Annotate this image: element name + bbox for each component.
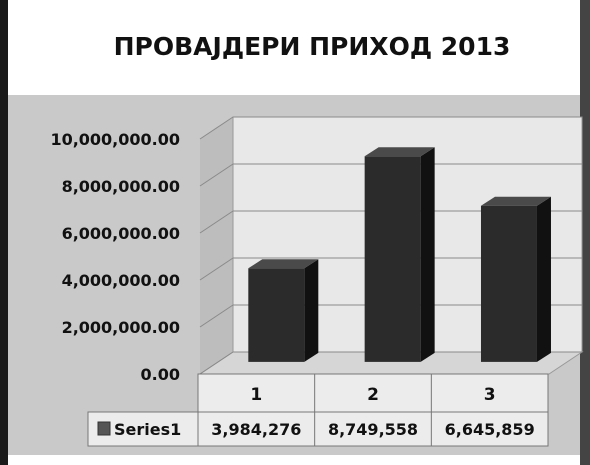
y-axis-ticks: 0.00 2,000,000.00 4,000,000.00 6,000,000.00… — [50, 130, 180, 384]
side-wall — [200, 117, 233, 374]
value-label: 8,749,558 — [328, 420, 418, 439]
right-border — [580, 0, 590, 465]
legend-label: Series1 — [114, 420, 181, 439]
y-tick-label: 4,000,000.00 — [62, 271, 180, 290]
bar-2 — [364, 147, 435, 362]
bar-top — [364, 147, 435, 157]
gridline-side — [199, 163, 234, 187]
bar-side — [536, 196, 551, 362]
y-tick-label: 6,000,000.00 — [62, 224, 180, 243]
value-label: 3,984,276 — [211, 420, 301, 439]
y-tick-label: 8,000,000.00 — [62, 177, 180, 196]
bar-1 — [248, 259, 319, 362]
y-tick-label: 2,000,000.00 — [62, 318, 180, 337]
category-label: 3 — [484, 385, 496, 405]
bar-front — [364, 156, 421, 362]
value-label: 6,645,859 — [445, 420, 535, 439]
bars-group — [248, 147, 551, 362]
y-tick-label: 10,000,000.00 — [50, 130, 180, 149]
bar-side — [304, 259, 319, 362]
data-table: 1 2 3 3,984,276 8,749,558 6,645,859 Series1 — [87, 373, 549, 447]
legend-key — [97, 421, 111, 436]
category-label: 1 — [250, 385, 262, 405]
bar-front — [248, 268, 305, 362]
gridline-side — [199, 304, 234, 328]
left-border — [0, 0, 8, 465]
chart-title: ПРОВАЈДЕРИ ПРИХОД 2013 — [114, 32, 511, 61]
y-tick-label: 0.00 — [141, 365, 180, 384]
bar-front — [480, 205, 537, 362]
gridline-side — [199, 116, 234, 140]
gridline-side — [199, 351, 234, 375]
gridline-side — [199, 210, 234, 234]
gridline-side — [199, 257, 234, 281]
bar-3 — [480, 196, 551, 362]
bar-top — [248, 259, 319, 269]
bar-side — [420, 147, 435, 362]
bar-top — [480, 196, 551, 206]
table-value-row — [87, 411, 549, 447]
category-label: 2 — [367, 385, 379, 405]
